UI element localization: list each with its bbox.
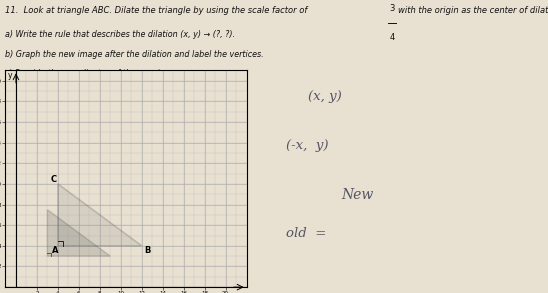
Text: old  =: old = <box>286 227 326 240</box>
Polygon shape <box>58 184 142 246</box>
Text: c) Provide the coordinates of the new image.: c) Provide the coordinates of the new im… <box>5 69 185 78</box>
Text: a) Write the rule that describes the dilation (x, y) → (?, ?).: a) Write the rule that describes the dil… <box>5 30 236 39</box>
Text: y: y <box>8 71 12 80</box>
Text: B: B <box>144 246 150 255</box>
Polygon shape <box>48 210 110 256</box>
Text: b) Graph the new image after the dilation and label the vertices.: b) Graph the new image after the dilatio… <box>5 50 264 59</box>
Text: with the origin as the center of dilation.: with the origin as the center of dilatio… <box>397 6 548 15</box>
Text: 3: 3 <box>390 4 395 13</box>
Text: 11.  Look at triangle ABC. Dilate the triangle by using the scale factor of: 11. Look at triangle ABC. Dilate the tri… <box>5 6 308 15</box>
Text: (x, y): (x, y) <box>308 90 341 103</box>
Text: x: x <box>239 291 244 293</box>
Text: 4: 4 <box>390 33 395 42</box>
Text: C: C <box>50 175 56 184</box>
Text: A: A <box>52 246 58 255</box>
Text: New: New <box>341 188 374 202</box>
Text: (-x,  y): (-x, y) <box>286 139 328 152</box>
